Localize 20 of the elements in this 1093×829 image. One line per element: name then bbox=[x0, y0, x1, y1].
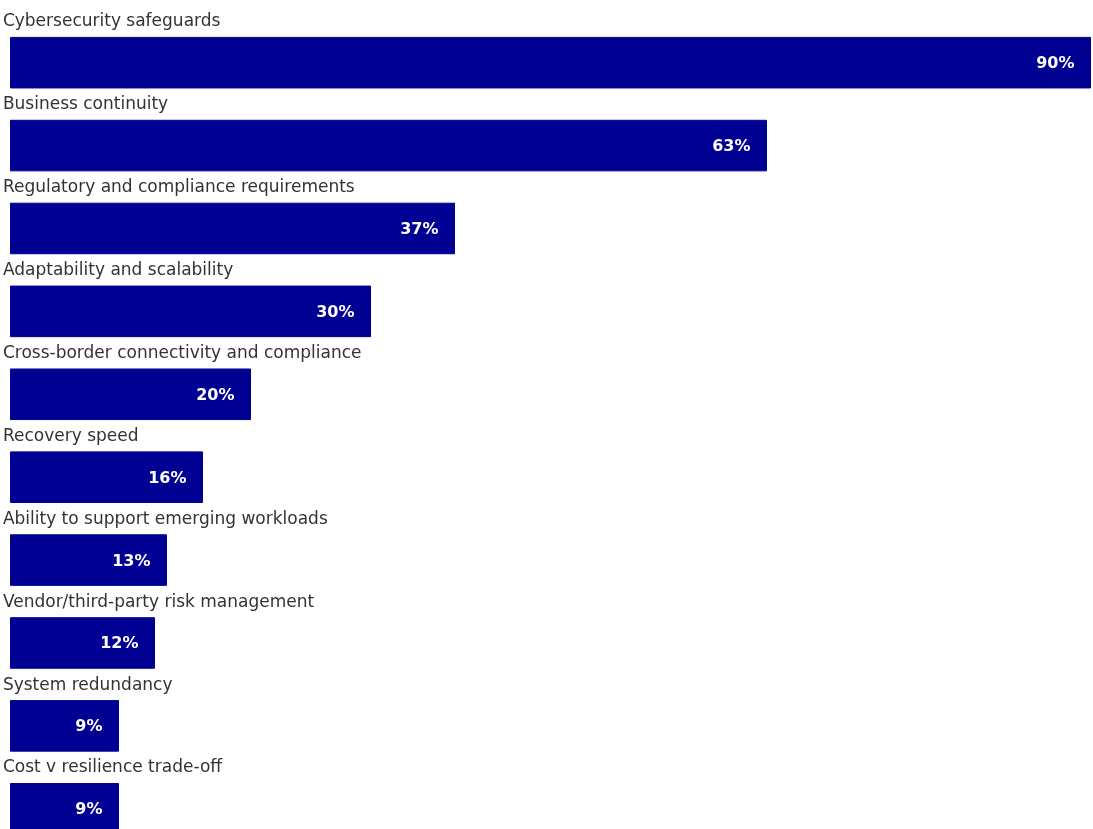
data-label: 9% bbox=[75, 799, 103, 819]
y-tick-label: Cross-border connectivity and compliance bbox=[2, 342, 362, 362]
y-tick-label: Cost v resilience trade-off bbox=[2, 756, 224, 777]
data-label: 30% bbox=[316, 301, 355, 321]
data-label: 63% bbox=[712, 136, 751, 156]
y-tick-label: Business continuity bbox=[2, 93, 169, 114]
y-tick-label: Vendor/third-party risk management bbox=[2, 590, 315, 611]
y-tick-label: Recovery speed bbox=[2, 424, 139, 445]
data-label: 13% bbox=[112, 550, 151, 570]
data-label: 12% bbox=[100, 633, 139, 653]
data-label: 90% bbox=[1036, 53, 1075, 73]
data-label: 37% bbox=[400, 218, 439, 238]
data-label: 20% bbox=[196, 384, 235, 404]
y-tick-label: Adaptability and scalability bbox=[2, 259, 234, 280]
y-tick-label: System redundancy bbox=[2, 673, 173, 694]
y-tick-label: Cybersecurity safeguards bbox=[2, 10, 221, 31]
y-tick-label: Regulatory and compliance requirements bbox=[2, 176, 355, 197]
y-tick-label: Ability to support emerging workloads bbox=[2, 507, 328, 528]
data-label: 16% bbox=[148, 467, 187, 487]
data-label: 9% bbox=[75, 716, 103, 736]
